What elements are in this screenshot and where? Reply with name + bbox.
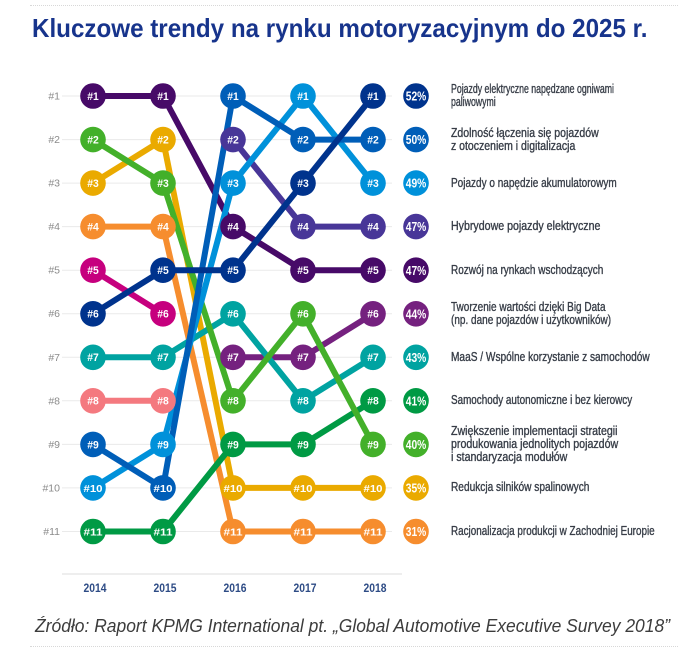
svg-text:#9: #9: [157, 439, 169, 451]
svg-text:#7: #7: [227, 352, 239, 364]
svg-text:#1: #1: [87, 91, 99, 103]
svg-text:#10: #10: [364, 483, 383, 495]
svg-text:#8: #8: [157, 396, 169, 408]
svg-text:#4: #4: [227, 222, 239, 234]
svg-text:#10: #10: [294, 483, 313, 495]
svg-text:#3: #3: [87, 178, 99, 190]
svg-text:2016: 2016: [224, 581, 247, 595]
svg-text:#6: #6: [157, 309, 169, 321]
svg-text:2017: 2017: [294, 581, 317, 595]
svg-text:#3: #3: [157, 178, 169, 190]
svg-text:#1: #1: [297, 91, 309, 103]
svg-text:44%: 44%: [406, 306, 427, 321]
svg-text:#11: #11: [224, 526, 243, 538]
svg-text:#8: #8: [48, 395, 60, 407]
svg-text:#9: #9: [87, 439, 99, 451]
svg-text:#8: #8: [367, 396, 379, 408]
svg-text:#4: #4: [87, 222, 99, 234]
svg-text:#6: #6: [48, 308, 60, 320]
svg-text:#2: #2: [87, 135, 99, 147]
svg-text:#2: #2: [297, 135, 309, 147]
svg-text:#8: #8: [87, 396, 99, 408]
svg-text:#5: #5: [227, 265, 239, 277]
svg-text:#9: #9: [297, 439, 309, 451]
svg-text:2015: 2015: [154, 581, 177, 595]
svg-text:#1: #1: [367, 91, 379, 103]
svg-text:#3: #3: [367, 178, 379, 190]
svg-text:#7: #7: [367, 352, 379, 364]
svg-text:#3: #3: [48, 178, 60, 190]
svg-text:#11: #11: [84, 526, 103, 538]
svg-text:#11: #11: [154, 526, 173, 538]
svg-text:#5: #5: [367, 265, 379, 277]
svg-text:#5: #5: [48, 265, 60, 277]
svg-text:#11: #11: [43, 526, 60, 538]
svg-text:#4: #4: [157, 222, 169, 234]
svg-text:#9: #9: [227, 439, 239, 451]
svg-text:#6: #6: [367, 309, 379, 321]
svg-text:#2: #2: [157, 135, 169, 147]
svg-text:#2: #2: [48, 134, 60, 146]
svg-text:40%: 40%: [406, 437, 427, 452]
svg-text:#8: #8: [227, 396, 239, 408]
svg-text:#1: #1: [48, 91, 60, 103]
svg-text:47%: 47%: [406, 263, 427, 278]
svg-text:#10: #10: [154, 483, 173, 495]
svg-text:#9: #9: [48, 439, 60, 451]
svg-text:#7: #7: [48, 352, 60, 364]
svg-text:49%: 49%: [406, 176, 427, 191]
svg-text:#1: #1: [227, 91, 239, 103]
svg-text:#7: #7: [87, 352, 99, 364]
svg-text:2018: 2018: [364, 581, 387, 595]
svg-text:#9: #9: [367, 439, 379, 451]
svg-text:#7: #7: [297, 352, 309, 364]
svg-text:#11: #11: [364, 526, 383, 538]
svg-text:#2: #2: [227, 135, 239, 147]
svg-text:#6: #6: [227, 309, 239, 321]
svg-text:#10: #10: [42, 482, 60, 494]
svg-text:#11: #11: [294, 526, 313, 538]
svg-text:#4: #4: [48, 221, 60, 233]
svg-text:#1: #1: [157, 91, 169, 103]
svg-text:35%: 35%: [406, 481, 427, 496]
svg-text:#2: #2: [367, 135, 379, 147]
svg-text:41%: 41%: [406, 393, 427, 408]
svg-text:#8: #8: [297, 396, 309, 408]
svg-text:#6: #6: [297, 309, 309, 321]
svg-text:52%: 52%: [406, 89, 427, 104]
svg-text:#3: #3: [297, 178, 309, 190]
svg-text:#10: #10: [84, 483, 103, 495]
svg-text:#5: #5: [87, 265, 99, 277]
svg-text:#4: #4: [367, 222, 379, 234]
svg-text:#6: #6: [87, 309, 99, 321]
svg-text:43%: 43%: [406, 350, 427, 365]
svg-text:#3: #3: [227, 178, 239, 190]
svg-text:31%: 31%: [406, 524, 427, 539]
svg-text:#5: #5: [297, 265, 309, 277]
svg-text:47%: 47%: [406, 219, 427, 234]
svg-text:#7: #7: [157, 352, 169, 364]
svg-text:#10: #10: [224, 483, 243, 495]
svg-text:2014: 2014: [84, 581, 107, 595]
svg-text:50%: 50%: [406, 132, 427, 147]
svg-text:#4: #4: [297, 222, 309, 234]
svg-text:#5: #5: [157, 265, 169, 277]
